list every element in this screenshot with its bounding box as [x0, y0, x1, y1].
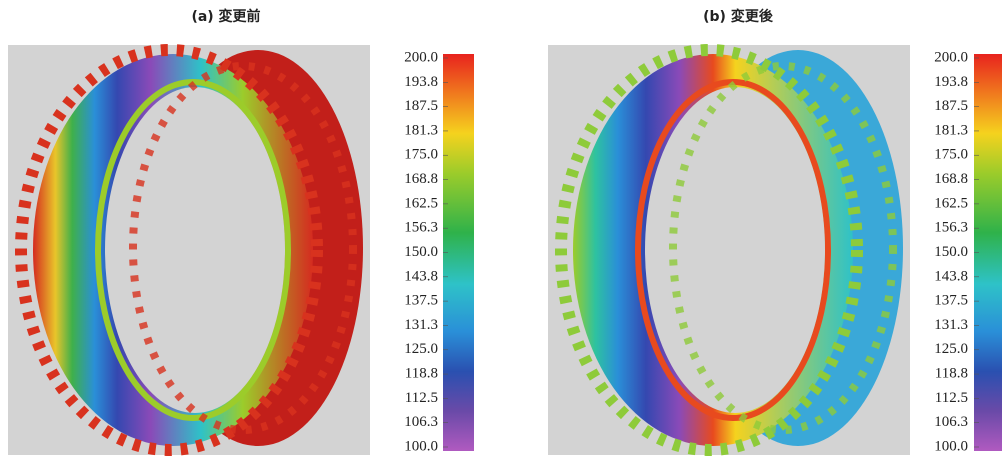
colorbar-label: 100.0 — [404, 438, 438, 454]
colorbar-label: 187.5 — [934, 98, 968, 114]
page: (a) 変更前 200.0 193.8 187.5 181.3 175.0 168.8 162… — [0, 0, 1004, 457]
colorbar-label: 156.3 — [404, 220, 438, 236]
colorbar-label: 168.8 — [404, 171, 438, 187]
colorbar-label: 137.5 — [934, 293, 968, 309]
colorbar-label: 175.0 — [934, 147, 968, 163]
colorbar-label: 100.0 — [934, 438, 968, 454]
colorbar-label: 200.0 — [934, 49, 968, 65]
colorbar-label: 162.5 — [934, 195, 968, 211]
colorbar-label: 150.0 — [934, 244, 968, 260]
colorbar-label: 187.5 — [404, 98, 438, 114]
colorbar-label: 125.0 — [404, 341, 438, 357]
colorbar-label: 131.3 — [934, 317, 968, 333]
colorbar-label: 106.3 — [404, 414, 438, 430]
colorbar-label: 118.8 — [935, 366, 968, 382]
colorbar-label: 193.8 — [934, 74, 968, 90]
panel-title: (b) 変更後 — [703, 8, 774, 25]
colorbar-label: 193.8 — [404, 74, 438, 90]
colorbar-label: 150.0 — [404, 244, 438, 260]
colorbar-label: 125.0 — [934, 341, 968, 357]
colorbar-label: 156.3 — [934, 220, 968, 236]
colorbar-label: 162.5 — [404, 195, 438, 211]
colorbar-label: 181.3 — [404, 122, 438, 138]
colorbar-label: 168.8 — [934, 171, 968, 187]
colorbar-label: 118.8 — [405, 366, 438, 382]
ring-hole — [105, 87, 285, 413]
colorbar-label: 175.0 — [404, 147, 438, 163]
colorbar-label: 143.8 — [404, 268, 438, 284]
ring-hole — [645, 87, 825, 413]
colorbar-label: 143.8 — [934, 268, 968, 284]
colorbar-label: 181.3 — [934, 122, 968, 138]
colorbar-label: 106.3 — [934, 414, 968, 430]
colorbar-label: 112.5 — [935, 390, 968, 406]
colorbar-label: 137.5 — [404, 293, 438, 309]
panel-title: (a) 変更前 — [191, 8, 260, 25]
colorbar-label: 112.5 — [405, 390, 438, 406]
figure: (a) 変更前 200.0 193.8 187.5 181.3 175.0 168.8 162… — [0, 0, 1004, 457]
colorbar-label: 131.3 — [404, 317, 438, 333]
colorbar-label: 200.0 — [404, 49, 438, 65]
